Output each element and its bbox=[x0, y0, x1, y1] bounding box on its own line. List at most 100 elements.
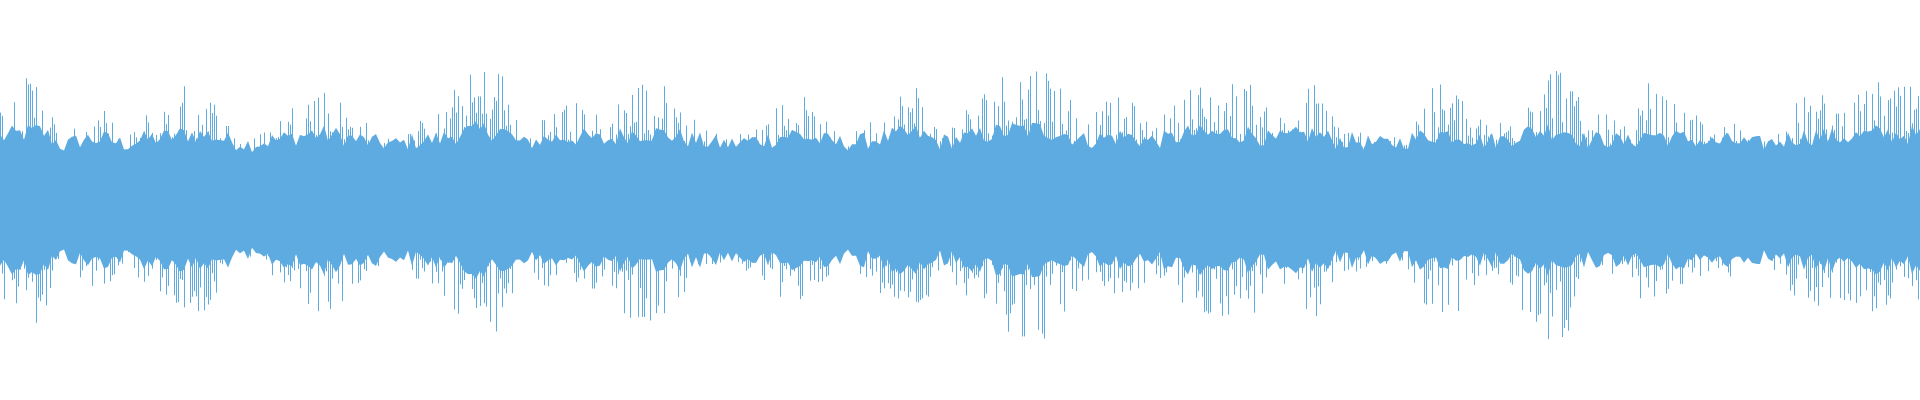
waveform-bar bbox=[558, 150, 559, 241]
waveform-bar bbox=[1228, 136, 1229, 315]
waveform-bar bbox=[974, 133, 975, 279]
waveform-bar bbox=[1738, 147, 1739, 236]
waveform-bar bbox=[706, 130, 707, 265]
waveform-bar bbox=[168, 115, 169, 286]
waveform-bar bbox=[1090, 166, 1091, 239]
waveform-bar bbox=[1300, 131, 1301, 240]
waveform-bar bbox=[1518, 148, 1519, 277]
waveform-bar bbox=[766, 125, 767, 233]
waveform-bar bbox=[1490, 134, 1491, 258]
waveform-bar bbox=[862, 155, 863, 233]
waveform-bar bbox=[1742, 154, 1743, 250]
waveform-bar bbox=[560, 160, 561, 250]
waveform-bar bbox=[932, 168, 933, 268]
waveform-bar bbox=[724, 150, 725, 257]
waveform-bar bbox=[898, 119, 899, 299]
waveform-bar bbox=[1486, 125, 1487, 276]
waveform-bar bbox=[1304, 139, 1305, 262]
waveform-bar bbox=[30, 83, 31, 251]
waveform-bar bbox=[134, 132, 135, 269]
waveform-bar bbox=[470, 74, 471, 261]
waveform-bar bbox=[1414, 148, 1415, 283]
waveform-bar bbox=[1552, 118, 1553, 317]
waveform-bar bbox=[10, 154, 11, 265]
waveform-bar bbox=[1914, 109, 1915, 245]
waveform-bar bbox=[1608, 129, 1609, 231]
waveform-bar bbox=[894, 116, 895, 297]
waveform-bar bbox=[454, 89, 455, 310]
waveform-bar bbox=[172, 137, 173, 261]
waveform-bar bbox=[124, 152, 125, 251]
waveform-bar bbox=[672, 152, 673, 269]
waveform-bar bbox=[122, 164, 123, 264]
waveform-bar bbox=[886, 141, 887, 266]
waveform-bar bbox=[368, 140, 369, 239]
waveform-bar bbox=[712, 165, 713, 264]
waveform-bar bbox=[12, 127, 13, 281]
waveform-bar bbox=[788, 118, 789, 241]
waveform-bar bbox=[866, 162, 867, 277]
waveform-bar bbox=[466, 115, 467, 253]
waveform-bar bbox=[1258, 154, 1259, 257]
waveform-bar bbox=[374, 173, 375, 253]
waveform-bar bbox=[1872, 93, 1873, 312]
waveform-bar bbox=[948, 149, 949, 242]
waveform-bar bbox=[546, 142, 547, 239]
waveform-bar bbox=[934, 127, 935, 249]
waveform-bar bbox=[488, 147, 489, 267]
waveform-bar bbox=[876, 133, 877, 272]
waveform-bar bbox=[1182, 161, 1183, 303]
waveform-bar bbox=[1378, 146, 1379, 223]
waveform-bar bbox=[1590, 166, 1591, 249]
waveform-bar bbox=[520, 141, 521, 248]
waveform-bar bbox=[240, 144, 241, 250]
waveform-bar bbox=[304, 156, 305, 245]
waveform-bar bbox=[698, 147, 699, 265]
waveform-bar bbox=[850, 149, 851, 243]
waveform-bar bbox=[502, 76, 503, 308]
waveform-bar bbox=[770, 168, 771, 268]
waveform-bar bbox=[1272, 133, 1273, 262]
waveform-bar bbox=[84, 155, 85, 248]
waveform-bar bbox=[452, 107, 453, 254]
waveform-bar bbox=[166, 124, 167, 295]
waveform-bar bbox=[662, 118, 663, 261]
waveform-bar bbox=[224, 156, 225, 238]
waveform-bar bbox=[6, 152, 7, 238]
waveform-bar bbox=[990, 157, 991, 256]
waveform-bar bbox=[1758, 176, 1759, 238]
waveform-bar bbox=[1226, 103, 1227, 297]
waveform-bar bbox=[108, 133, 109, 256]
waveform-bar bbox=[500, 128, 501, 279]
waveform-bar bbox=[426, 167, 427, 257]
waveform-bar bbox=[1306, 102, 1307, 309]
waveform-bar bbox=[464, 127, 465, 280]
waveform-bar bbox=[70, 142, 71, 254]
waveform-bar bbox=[1290, 152, 1291, 241]
waveform-bar bbox=[1896, 106, 1897, 270]
waveform-bar bbox=[1516, 156, 1517, 276]
waveform-bar bbox=[1040, 121, 1041, 260]
waveform-bar bbox=[112, 122, 113, 276]
waveform-bar bbox=[606, 152, 607, 238]
waveform-bar bbox=[1320, 142, 1321, 305]
waveform-bar bbox=[1772, 141, 1773, 261]
waveform-bar bbox=[566, 105, 567, 263]
waveform-bar bbox=[72, 175, 73, 263]
waveform-bar bbox=[1878, 82, 1879, 283]
waveform-bar bbox=[328, 113, 329, 302]
waveform-bar bbox=[578, 146, 579, 278]
waveform-bar bbox=[1620, 129, 1621, 236]
waveform-bar bbox=[1250, 84, 1251, 286]
waveform-bar bbox=[1016, 117, 1017, 272]
waveform-bar bbox=[982, 98, 983, 267]
waveform-bar bbox=[140, 138, 141, 253]
waveform-bar bbox=[214, 104, 215, 282]
waveform-bar bbox=[1842, 126, 1843, 259]
waveform-bar bbox=[1788, 166, 1789, 267]
waveform-bar bbox=[1714, 134, 1715, 256]
waveform-bar bbox=[1472, 137, 1473, 274]
waveform-bar bbox=[1564, 144, 1565, 329]
waveform-bar bbox=[1432, 88, 1433, 304]
waveform-bar bbox=[954, 128, 955, 236]
